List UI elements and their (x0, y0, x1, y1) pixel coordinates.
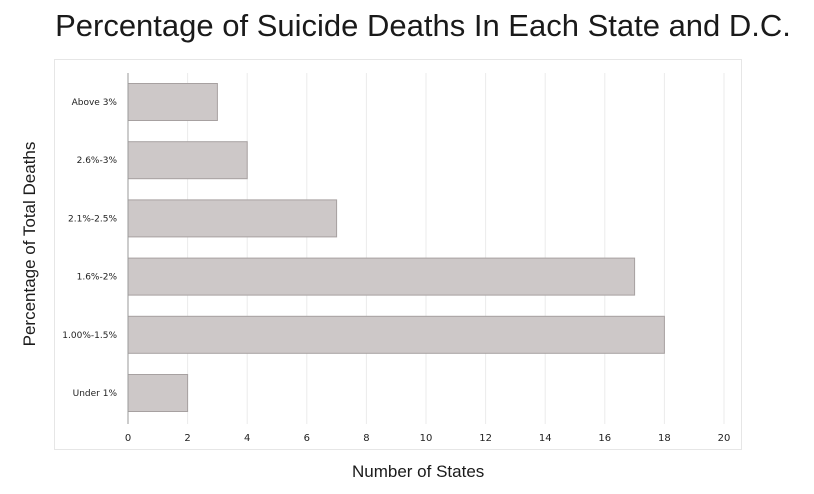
x-tick-label: 14 (539, 433, 552, 444)
bar (127, 315, 665, 354)
category-label: 1.6%-2% (77, 273, 118, 283)
category-label: 2.6%-3% (77, 156, 118, 166)
category-label: 2.1%-2.5% (68, 214, 117, 224)
category-label: Under 1% (73, 389, 118, 399)
chart-title: Percentage of Suicide Deaths In Each Sta… (55, 8, 791, 43)
x-tick-label: 18 (658, 433, 671, 444)
x-tick-label: 20 (718, 433, 731, 444)
bar (127, 141, 248, 180)
x-tick-label: 2 (184, 433, 190, 444)
bar (127, 199, 338, 238)
bar (127, 257, 636, 296)
bar (127, 374, 189, 412)
x-tick-label: 8 (363, 433, 369, 444)
category-label: Above 3% (72, 98, 118, 108)
x-tick-label: 10 (420, 433, 433, 444)
x-tick-label: 16 (598, 433, 611, 444)
x-axis-label: Number of States (352, 462, 485, 481)
x-tick-label: 12 (479, 433, 492, 444)
x-tick-label: 0 (125, 433, 131, 444)
x-tick-label: 4 (244, 433, 250, 444)
plot-area-frame (54, 59, 742, 450)
category-label: 1.00%-1.5% (62, 331, 117, 341)
bar (127, 83, 218, 121)
x-tick-label: 6 (304, 433, 310, 444)
